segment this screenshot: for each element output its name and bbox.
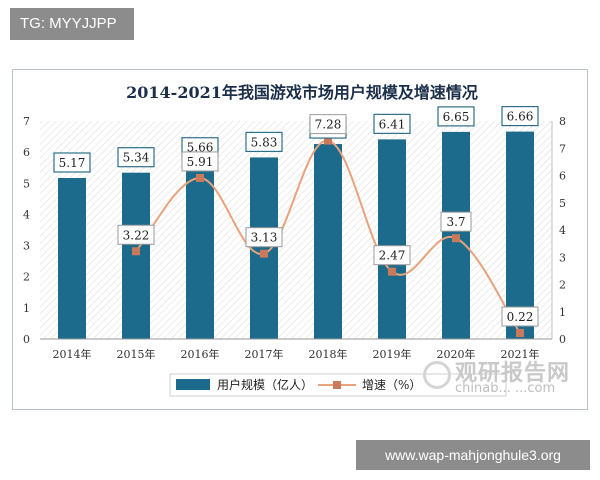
y-right-tick-label: 3 — [559, 251, 566, 264]
y-right-tick-label: 7 — [559, 142, 566, 155]
y-left-tick-label: 1 — [23, 302, 30, 315]
legend-bar-label: 用户规模（亿人） — [217, 377, 313, 392]
bar-value-box — [117, 147, 155, 168]
bar-value-label: 5.17 — [59, 156, 86, 170]
bar-value-box — [501, 105, 539, 127]
y-right-tick-label: 4 — [559, 224, 566, 237]
growth-marker — [324, 136, 332, 145]
y-right-tick-label: 2 — [559, 279, 566, 292]
bar-value-label: 6.41 — [379, 117, 406, 131]
bar-value-label: 5.83 — [251, 135, 278, 149]
growth-value-label: 3.22 — [123, 228, 150, 242]
growth-value-label: 2.47 — [379, 249, 406, 263]
growth-value-label: 3.7 — [446, 215, 465, 229]
watermark: 观研报告网 chinab... ...com — [423, 355, 588, 405]
x-tick-label: 2014年 — [53, 347, 92, 361]
y-left-tick-label: 5 — [23, 177, 30, 190]
bar — [186, 162, 214, 339]
y-left-tick-label: 2 — [23, 271, 30, 284]
growth-marker — [260, 249, 268, 258]
x-tick-label: 2017年 — [245, 347, 284, 361]
bar-value-box — [437, 106, 475, 127]
x-tick-label: 2018年 — [309, 347, 348, 361]
growth-marker — [388, 267, 396, 276]
chart-title: 2014-2021年我国游戏市场用户规模及增速情况 — [126, 83, 478, 102]
growth-marker — [516, 329, 524, 338]
bar — [122, 172, 150, 339]
tg-badge: TG: MYYJJPP — [10, 8, 134, 40]
y-right-tick-label: 5 — [559, 197, 566, 210]
y-right-tick-label: 0 — [559, 333, 566, 346]
watermark-brand: 观研报告网 — [455, 361, 571, 386]
growth-value-box — [501, 306, 539, 327]
bar-value-box — [373, 113, 411, 134]
bar-value-label: 6.66 — [507, 110, 534, 124]
watermark-site: chinab... ...com — [455, 381, 556, 396]
growth-value-label: 7.28 — [315, 118, 342, 132]
bar — [378, 139, 406, 339]
bar — [58, 177, 86, 339]
x-tick-label: 2016年 — [181, 347, 220, 361]
plot-area — [40, 121, 552, 339]
x-tick-label: 2015年 — [117, 347, 156, 361]
y-left-tick-label: 0 — [23, 333, 30, 346]
growth-marker — [196, 173, 204, 182]
bar — [506, 131, 534, 339]
bar — [314, 144, 342, 339]
y-left-tick-label: 3 — [23, 240, 30, 253]
growth-value-box — [373, 245, 411, 266]
growth-value-box — [181, 151, 219, 172]
growth-value-label: 3.13 — [251, 231, 278, 245]
growth-value-label: 5.91 — [187, 155, 214, 169]
bar — [250, 157, 278, 339]
growth-value-box — [309, 114, 347, 135]
bar-value-label: 5.34 — [123, 151, 150, 165]
bar-value-box — [53, 152, 91, 173]
legend-bar-swatch — [176, 379, 210, 390]
growth-value-box — [440, 211, 472, 232]
bar-value-label: 6.65 — [443, 110, 470, 124]
url-badge: www.wap-mahjonghule3.org — [356, 440, 590, 470]
bar-value-box — [245, 131, 283, 153]
legend-line-label: 增速（%） — [362, 378, 421, 392]
growth-value-box — [117, 224, 155, 245]
growth-marker — [132, 247, 140, 256]
growth-marker — [452, 234, 460, 243]
y-left-tick-label: 4 — [23, 208, 30, 221]
y-left-tick-label: 6 — [23, 146, 30, 159]
y-left-tick-label: 7 — [23, 115, 30, 128]
growth-value-box — [245, 227, 283, 248]
watermark-logo-icon — [423, 361, 451, 389]
x-tick-label: 2021年 — [501, 347, 540, 361]
bar-value-label: 5.66 — [187, 141, 214, 155]
x-tick-label: 2019年 — [373, 347, 412, 361]
y-right-tick-label: 8 — [559, 115, 566, 128]
growth-value-label: 0.22 — [507, 310, 534, 324]
y-right-tick-label: 6 — [559, 170, 566, 183]
x-tick-label: 2020年 — [437, 347, 476, 361]
y-right-tick-label: 1 — [559, 306, 566, 319]
legend-line-marker — [333, 381, 341, 389]
